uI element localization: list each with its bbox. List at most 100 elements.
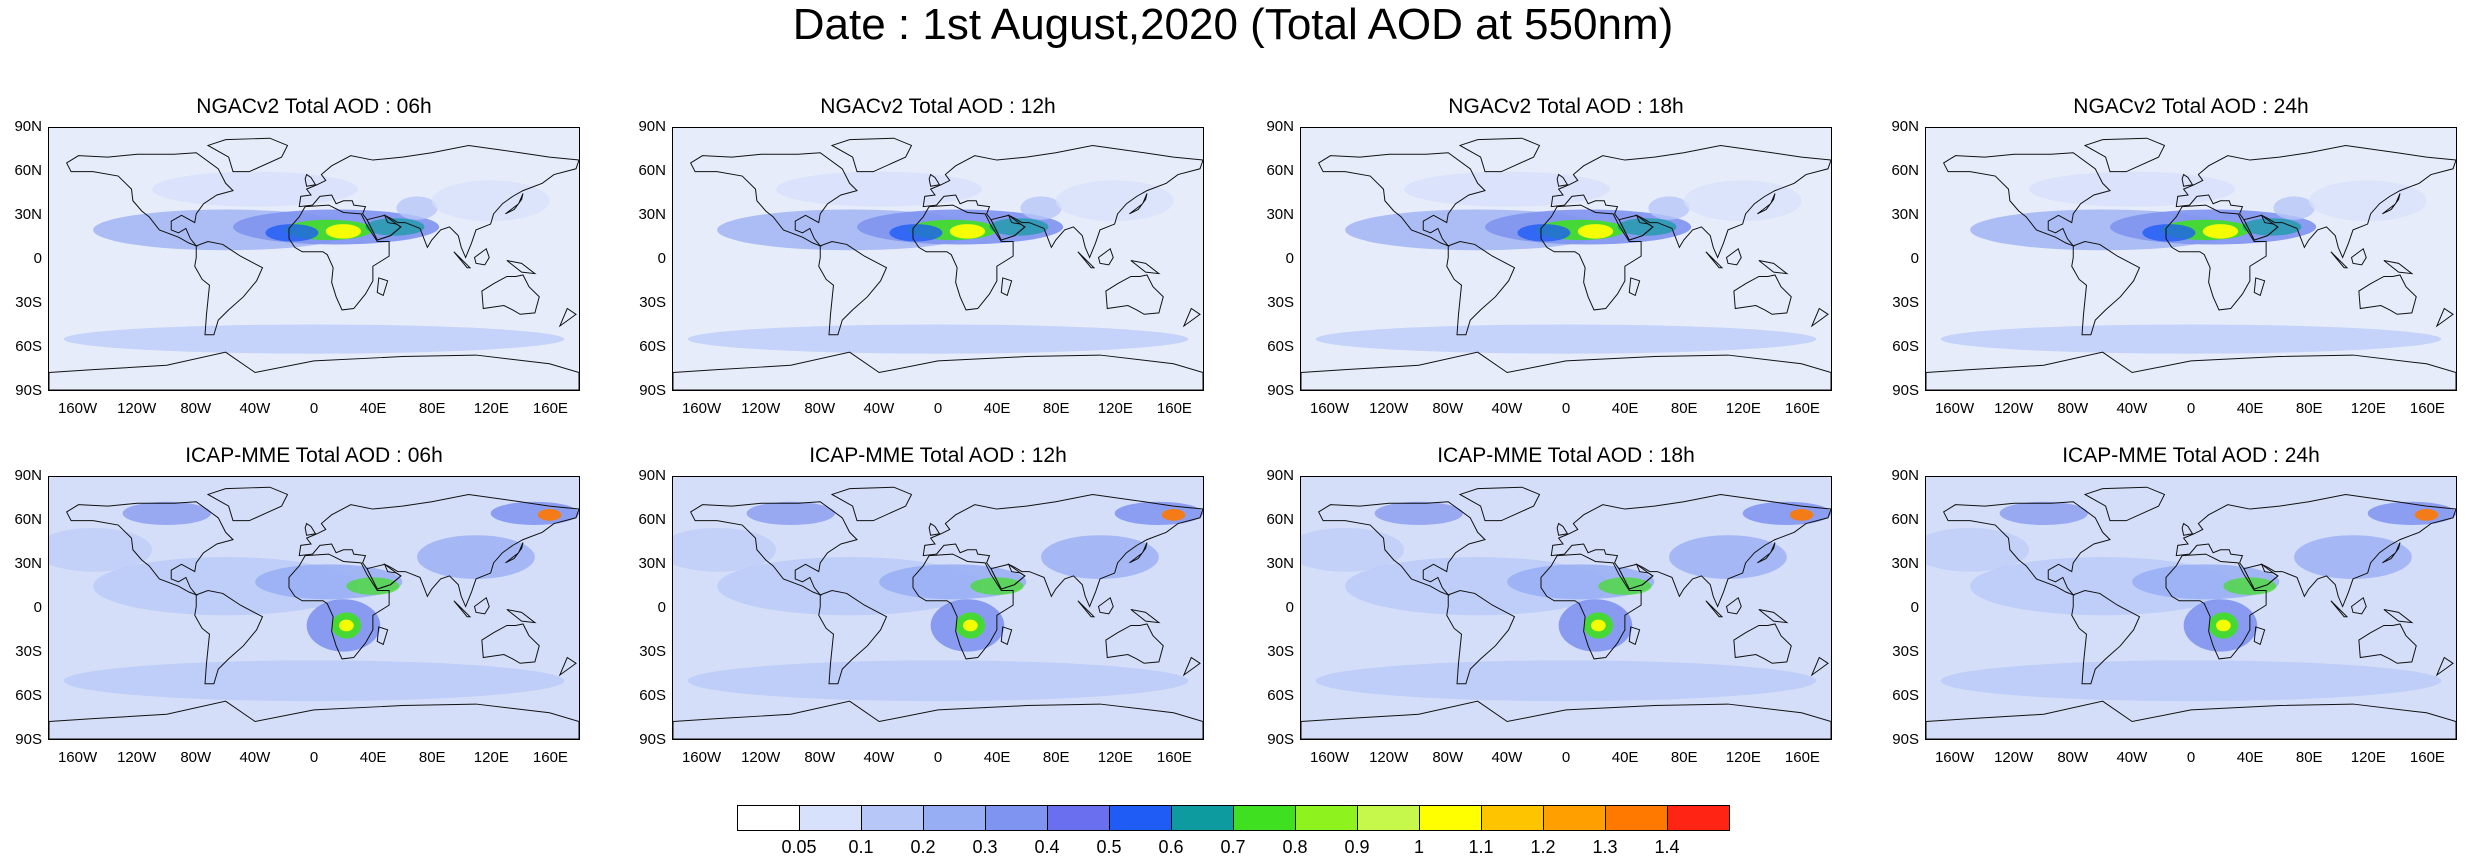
- colorbar-label: 0.4: [1034, 837, 1060, 857]
- longitude-label: 120E: [473, 749, 509, 766]
- coastline: [1458, 486, 1541, 522]
- coastline: [194, 590, 264, 685]
- colorbar-swatch: [1543, 805, 1606, 831]
- coastline: [2382, 542, 2401, 564]
- latitude-label: 30S: [1267, 643, 1294, 660]
- coastline: [1628, 277, 1641, 297]
- coastline: [1618, 214, 1654, 241]
- coastline: [65, 152, 234, 248]
- coastline: [376, 626, 389, 646]
- latitude-label: 30S: [15, 643, 42, 660]
- aerosol-plume: [49, 527, 153, 572]
- longitude-label: 80E: [1670, 749, 1698, 766]
- aerosol-plume: [673, 527, 777, 572]
- coastline: [49, 351, 579, 390]
- map-panel: [1925, 127, 2457, 391]
- latitude-label: 60S: [15, 338, 42, 355]
- latitude-label: 0: [33, 250, 42, 267]
- coastline: [1129, 193, 1148, 215]
- coastline: [558, 307, 577, 328]
- longitude-label: 80E: [1042, 400, 1070, 417]
- aod-field: [1301, 128, 1831, 390]
- aerosol-plume: [889, 224, 943, 242]
- latitude-label: 60S: [1267, 687, 1294, 704]
- coastline: [1705, 600, 1724, 618]
- latitude-label: 60N: [1891, 162, 1919, 179]
- coastline: [49, 700, 579, 739]
- longitude-label: 120E: [2350, 400, 2386, 417]
- colorbar-label: 0.9: [1344, 837, 1370, 857]
- coastline: [194, 241, 264, 336]
- aerosol-plume: [122, 501, 211, 526]
- colorbar-swatch: [985, 805, 1048, 831]
- coastline: [2330, 251, 2349, 269]
- latitude-label: 60N: [14, 511, 42, 528]
- aerosol-plume: [152, 171, 359, 207]
- longitude-label: 80E: [418, 749, 446, 766]
- latitude-label: 90N: [1891, 467, 1919, 484]
- latitude-label: 0: [1910, 250, 1919, 267]
- coastline: [453, 600, 472, 618]
- longitude-label: 80W: [180, 749, 212, 766]
- coastline: [505, 542, 524, 564]
- aerosol-plume: [396, 196, 438, 220]
- aerosol-plume: [2367, 501, 2456, 526]
- colorbar-swatch: [1047, 805, 1110, 831]
- longitude-label: 120E: [2350, 749, 2386, 766]
- aerosol-plume: [1926, 527, 2030, 572]
- coastline: [506, 609, 537, 624]
- coastline: [990, 214, 1026, 241]
- latitude-label: 30S: [1892, 643, 1919, 660]
- aerosol-plume: [1999, 501, 2088, 526]
- aerosol-plume: [1648, 196, 1690, 220]
- coastline: [298, 493, 579, 608]
- aerosol-plume: [1617, 218, 1677, 236]
- aerosol-plume: [1301, 527, 1405, 572]
- longitude-label: 0: [1561, 400, 1571, 417]
- coastline: [1758, 609, 1789, 624]
- aerosol-plume: [1789, 509, 1814, 521]
- coastline: [922, 493, 1203, 608]
- colorbar-swatch: [799, 805, 862, 831]
- colorbar-swatch: [1357, 805, 1420, 831]
- coastline: [990, 563, 1026, 590]
- coastline: [206, 137, 289, 173]
- coastline: [1926, 700, 2456, 739]
- colorbar-label: 1.3: [1592, 837, 1618, 857]
- coastline: [1550, 493, 1831, 608]
- coastline: [2175, 493, 2456, 608]
- coastline: [481, 623, 540, 664]
- aerosol-plume: [1577, 224, 1614, 239]
- aerosol-plume: [989, 218, 1049, 236]
- latitude-label: 90N: [14, 467, 42, 484]
- longitude-label: 0: [309, 749, 319, 766]
- aerosol-plume: [2242, 218, 2302, 236]
- coastline: [928, 173, 941, 187]
- longitude-label: 120E: [1097, 400, 1133, 417]
- longitude-label: 120W: [117, 749, 157, 766]
- coastline: [1618, 563, 1654, 590]
- longitude-label: 160W: [57, 749, 98, 766]
- map-panel: [1300, 476, 1832, 740]
- longitude-label: 160W: [57, 400, 98, 417]
- aerosol-plume: [1517, 224, 1571, 242]
- aerosol-plume: [63, 660, 565, 702]
- coastline: [1540, 204, 1642, 311]
- longitude-label: 80W: [2057, 749, 2089, 766]
- panel-title: NGACv2 Total AOD : 24h: [2073, 95, 2309, 118]
- coastline: [2383, 609, 2414, 624]
- coastline: [2350, 247, 2367, 266]
- aod-field: [49, 477, 579, 739]
- colorbar-swatch: [737, 805, 800, 831]
- colorbar-label: 0.8: [1282, 837, 1308, 857]
- aerosol-plume: [1940, 324, 2442, 354]
- coastline: [206, 486, 289, 522]
- colorbar-label: 1: [1413, 837, 1424, 857]
- longitude-label: 80W: [2057, 400, 2089, 417]
- coastline: [2358, 623, 2417, 664]
- aerosol-plume: [1940, 660, 2442, 702]
- aerosol-plume: [2202, 224, 2239, 239]
- longitude-label: 0: [309, 400, 319, 417]
- latitude-label: 30N: [14, 206, 42, 223]
- panel-title: ICAP-MME Total AOD : 18h: [1437, 444, 1695, 467]
